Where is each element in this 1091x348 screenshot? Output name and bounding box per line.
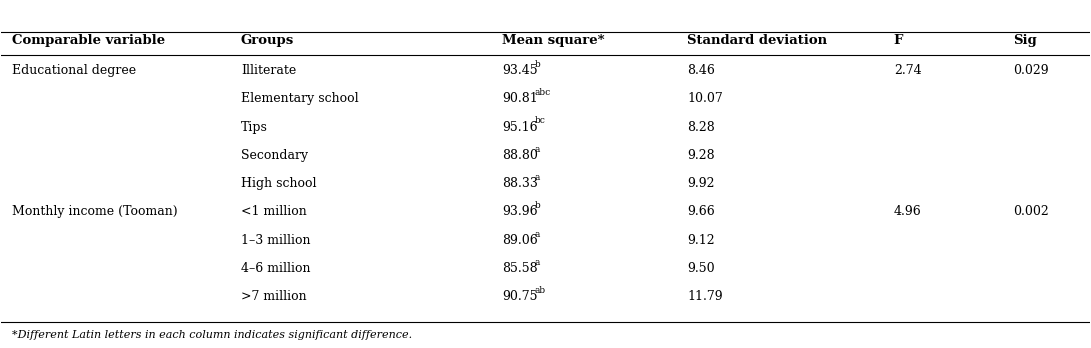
Text: F: F (894, 34, 903, 47)
Text: 11.79: 11.79 (687, 290, 722, 303)
Text: 4.96: 4.96 (894, 205, 922, 219)
Text: High school: High school (241, 177, 316, 190)
Text: Illiterate: Illiterate (241, 64, 296, 77)
Text: Tips: Tips (241, 120, 267, 134)
Text: Comparable variable: Comparable variable (12, 34, 166, 47)
Text: 93.96: 93.96 (502, 205, 538, 219)
Text: 89.06: 89.06 (502, 234, 538, 247)
Text: 10.07: 10.07 (687, 92, 722, 105)
Text: Elementary school: Elementary school (241, 92, 359, 105)
Text: 8.46: 8.46 (687, 64, 715, 77)
Text: a: a (535, 258, 540, 267)
Text: 90.81: 90.81 (502, 92, 538, 105)
Text: 9.12: 9.12 (687, 234, 715, 247)
Text: 93.45: 93.45 (502, 64, 538, 77)
Text: 88.80: 88.80 (502, 149, 538, 162)
Text: 8.28: 8.28 (687, 120, 715, 134)
Text: 85.58: 85.58 (502, 262, 538, 275)
Text: Monthly income (Tooman): Monthly income (Tooman) (12, 205, 178, 219)
Text: a: a (535, 173, 540, 182)
Text: 0.029: 0.029 (1014, 64, 1050, 77)
Text: Sig: Sig (1014, 34, 1038, 47)
Text: a: a (535, 230, 540, 239)
Text: abc: abc (535, 88, 551, 97)
Text: *Different Latin letters in each column indicates significant difference.: *Different Latin letters in each column … (12, 330, 412, 340)
Text: Secondary: Secondary (241, 149, 308, 162)
Text: 4–6 million: 4–6 million (241, 262, 310, 275)
Text: Groups: Groups (241, 34, 295, 47)
Text: 88.33: 88.33 (502, 177, 538, 190)
Text: Standard deviation: Standard deviation (687, 34, 827, 47)
Text: 9.28: 9.28 (687, 149, 715, 162)
Text: a: a (535, 145, 540, 154)
Text: 95.16: 95.16 (502, 120, 538, 134)
Text: <1 million: <1 million (241, 205, 307, 219)
Text: 9.66: 9.66 (687, 205, 715, 219)
Text: Educational degree: Educational degree (12, 64, 136, 77)
Text: 90.75: 90.75 (502, 290, 538, 303)
Text: bc: bc (535, 116, 546, 125)
Text: 2.74: 2.74 (894, 64, 922, 77)
Text: 1–3 million: 1–3 million (241, 234, 310, 247)
Text: b: b (535, 60, 540, 69)
Text: ab: ab (535, 286, 546, 295)
Text: b: b (535, 201, 540, 210)
Text: 9.50: 9.50 (687, 262, 715, 275)
Text: Mean square*: Mean square* (502, 34, 604, 47)
Text: 0.002: 0.002 (1014, 205, 1050, 219)
Text: 9.92: 9.92 (687, 177, 715, 190)
Text: >7 million: >7 million (241, 290, 307, 303)
